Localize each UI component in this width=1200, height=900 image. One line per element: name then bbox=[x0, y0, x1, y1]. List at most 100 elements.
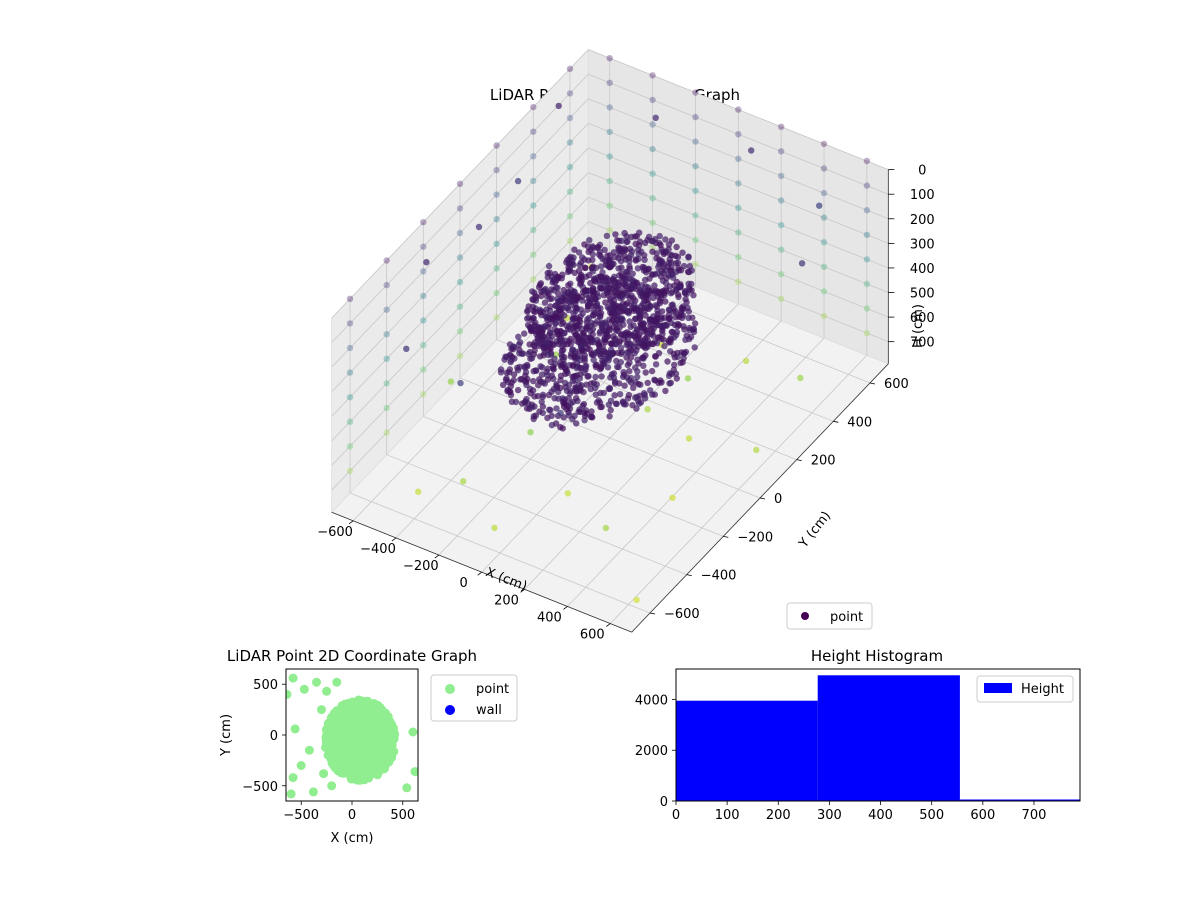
chart-3d-y-tick bbox=[686, 574, 692, 577]
chart-3d-point bbox=[656, 289, 663, 297]
chart-3d-point bbox=[590, 339, 597, 346]
chart-3d-point bbox=[579, 310, 586, 317]
chart-3d-point bbox=[863, 329, 871, 337]
chart-3d-point bbox=[606, 263, 613, 271]
chart-3d-point bbox=[668, 328, 675, 336]
chart-3d-z-tick-label: 200 bbox=[910, 213, 935, 228]
chart-3d: LiDAR Point 3D Coordinate Graph −600−400… bbox=[317, 48, 935, 643]
chart-3d-point bbox=[616, 251, 624, 258]
chart-3d-point bbox=[692, 187, 699, 194]
chart-3d-point bbox=[571, 377, 579, 384]
chart-3d-point bbox=[596, 339, 603, 346]
chart-3d-point bbox=[561, 312, 568, 319]
chart-2d-point bbox=[358, 732, 368, 741]
chart-3d-point bbox=[589, 268, 596, 275]
chart-3d-point bbox=[598, 273, 605, 280]
chart-3d-point bbox=[556, 306, 563, 313]
chart-3d-point bbox=[554, 284, 561, 291]
chart-3d-point bbox=[557, 409, 564, 417]
chart-3d-point bbox=[863, 280, 871, 288]
chart-3d-point bbox=[519, 350, 527, 357]
chart-3d-legend: point bbox=[786, 602, 873, 630]
chart-3d-point bbox=[606, 385, 613, 393]
chart-3d-point bbox=[573, 305, 581, 312]
chart-2d-legend: point wall bbox=[430, 674, 518, 722]
chart-3d-z-tick-label: 600 bbox=[910, 311, 935, 326]
chart-3d-point bbox=[625, 330, 633, 337]
chart-3d-point bbox=[863, 256, 871, 263]
chart-3d-point bbox=[604, 350, 611, 357]
chart-3d-point bbox=[611, 380, 619, 387]
chart-3d-point bbox=[566, 163, 574, 171]
chart-3d-point bbox=[565, 381, 573, 389]
chart-3d-point bbox=[530, 368, 537, 375]
chart-3d-point bbox=[666, 380, 673, 387]
chart-3d-z-tick-label: 700 bbox=[910, 336, 935, 351]
histogram-x-tick-label: 200 bbox=[766, 808, 791, 823]
chart-2d-point bbox=[386, 736, 396, 746]
chart-3d-point bbox=[552, 320, 559, 327]
chart-3d-point bbox=[547, 406, 554, 414]
chart-3d-y-tick-label: −200 bbox=[737, 530, 773, 545]
chart-histogram: Height Histogram 0 100 200 300 400 500 600 7000… bbox=[635, 647, 1081, 823]
chart-3d-point bbox=[519, 400, 526, 407]
chart-3d-point bbox=[616, 319, 623, 326]
chart-3d-point bbox=[544, 351, 552, 359]
chart-2d-point bbox=[332, 677, 342, 687]
histogram-x-tick-label: 500 bbox=[919, 808, 944, 823]
chart-3d-point bbox=[654, 269, 662, 277]
histogram-x-tick-label: 100 bbox=[715, 808, 740, 823]
chart-3d-point bbox=[588, 319, 595, 327]
chart-3d-point bbox=[564, 341, 571, 348]
chart-3d-point bbox=[661, 342, 668, 350]
chart-3d-point bbox=[735, 106, 742, 113]
chart-3d-point bbox=[594, 317, 601, 325]
chart-2d-point bbox=[299, 684, 309, 694]
chart-3d-point bbox=[558, 320, 565, 328]
chart-3d-point bbox=[820, 165, 828, 172]
chart-3d-point bbox=[636, 289, 643, 296]
chart-3d-point bbox=[565, 325, 572, 333]
chart-3d-point bbox=[558, 351, 565, 358]
chart-3d-point bbox=[692, 113, 699, 121]
chart-3d-legend-box bbox=[786, 602, 873, 630]
chart-3d-point bbox=[567, 335, 574, 343]
chart-3d-point bbox=[566, 139, 574, 146]
chart-3d-point bbox=[612, 231, 619, 238]
chart-3d-point bbox=[575, 381, 583, 388]
chart-3d-x-tick-label: 0 bbox=[460, 576, 468, 591]
chart-3d-point bbox=[557, 384, 564, 392]
chart-3d-point bbox=[642, 239, 649, 247]
chart-3d-point bbox=[863, 207, 871, 214]
chart-3d-point bbox=[529, 288, 536, 295]
chart-3d-point bbox=[559, 425, 566, 432]
chart-3d-point bbox=[562, 304, 569, 311]
histogram-legend-swatch bbox=[984, 683, 1012, 693]
chart-3d-point bbox=[456, 352, 464, 360]
chart-3d-gridline-z bbox=[331, 123, 589, 393]
chart-3d-point bbox=[586, 346, 593, 353]
chart-3d-gridline-z bbox=[588, 98, 889, 220]
chart-3d-point bbox=[614, 349, 622, 357]
chart-3d-gridline-z bbox=[588, 172, 889, 293]
chart-3d-point bbox=[820, 288, 828, 295]
chart-2d-axes: −500 0 500 −500 0 500 bbox=[242, 678, 415, 823]
chart-3d-point bbox=[475, 223, 483, 231]
chart-3d-point bbox=[778, 295, 785, 302]
chart-3d-point bbox=[742, 357, 750, 365]
chart-3d-point bbox=[383, 429, 390, 436]
chart-3d-point bbox=[596, 280, 604, 287]
chart-3d-point bbox=[626, 294, 633, 301]
chart-3d-gridline-y bbox=[349, 492, 651, 614]
chart-3d-point bbox=[622, 277, 629, 284]
chart-3d-gridline-z bbox=[331, 49, 589, 319]
chart-3d-point bbox=[346, 320, 354, 327]
chart-3d-point bbox=[582, 363, 589, 371]
chart-2d-point bbox=[337, 716, 347, 726]
chart-2d-point bbox=[402, 783, 412, 793]
chart-3d-point bbox=[580, 401, 588, 408]
chart-3d-point bbox=[560, 356, 567, 363]
chart-3d-point bbox=[555, 102, 562, 110]
chart-2d-point bbox=[332, 723, 342, 732]
chart-3d-point bbox=[820, 214, 828, 221]
